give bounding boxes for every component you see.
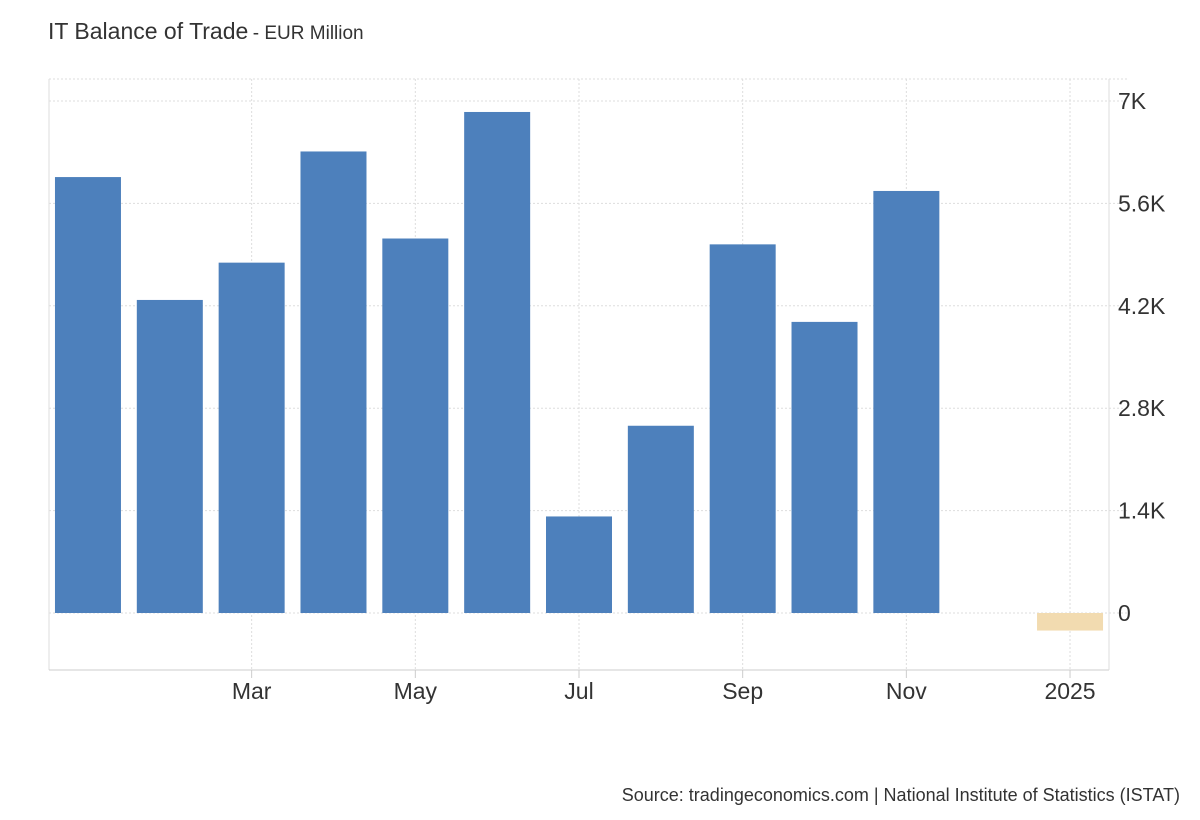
bar	[627, 425, 694, 613]
y-tick-label: 7K	[1118, 88, 1147, 114]
y-tick-label: 4.2K	[1118, 293, 1166, 319]
x-tick-label: May	[394, 678, 438, 704]
bar	[546, 516, 612, 613]
bar	[709, 244, 776, 614]
y-tick-label: 0	[1118, 600, 1131, 626]
y-tick-label: 5.6K	[1118, 190, 1166, 216]
x-tick-label: Jul	[564, 678, 593, 704]
bar	[382, 238, 449, 613]
bar	[873, 190, 940, 614]
y-tick-label: 1.4K	[1118, 498, 1166, 524]
bar	[1037, 613, 1104, 631]
chart-subtitle: - EUR Million	[252, 23, 364, 44]
source-note: Source: tradingeconomics.com | National …	[621, 785, 1180, 805]
chart-title-block: IT Balance of Trade - EUR Million	[48, 18, 364, 45]
x-tick-label: Sep	[722, 678, 763, 704]
bar	[791, 321, 858, 613]
bar	[218, 262, 285, 613]
x-tick-label: Mar	[232, 678, 272, 704]
bar	[300, 151, 367, 613]
x-tick-label: 2025	[1044, 678, 1095, 704]
chart-title: IT Balance of Trade	[48, 18, 249, 44]
y-tick-label: 2.8K	[1118, 395, 1166, 421]
x-tick-label: Nov	[886, 678, 927, 704]
bar	[54, 177, 121, 613]
bar	[136, 299, 203, 613]
bar	[464, 111, 531, 613]
